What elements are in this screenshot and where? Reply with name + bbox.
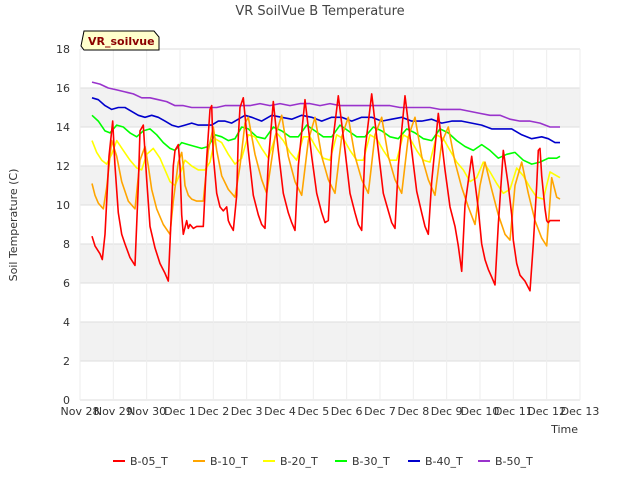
x-tick-label: Nov 30 — [127, 405, 166, 418]
plot-band — [80, 283, 580, 322]
y-tick-label: 8 — [63, 238, 70, 251]
series-line-b-05-t — [91, 93, 560, 292]
plot-background — [80, 49, 580, 400]
legend-label: B-20_T — [280, 455, 318, 468]
x-tick-label: Dec 9 — [431, 405, 463, 418]
x-tick-label: Dec 3 — [231, 405, 263, 418]
series-lines — [91, 81, 561, 292]
y-tick-label: 18 — [56, 43, 70, 56]
y-tick-label: 2 — [63, 355, 70, 368]
x-tick-label: Dec 1 — [164, 405, 196, 418]
station-badge-label: VR_soilvue — [88, 35, 155, 48]
x-gridlines — [79, 49, 581, 400]
x-tick-label: Dec 13 — [561, 405, 600, 418]
legend-label: B-30_T — [352, 455, 390, 468]
station-badge: VR_soilvue — [80, 30, 160, 51]
x-tick-label: Dec 7 — [364, 405, 396, 418]
y-tick-label: 12 — [56, 160, 70, 173]
legend-label: B-10_T — [210, 455, 248, 468]
y-tick-labels: 0 2 4 6 8 10 12 14 16 18 — [56, 43, 70, 407]
x-tick-label: Dec 10 — [461, 405, 500, 418]
series-line-b-30-t — [91, 114, 561, 165]
legend: B-05_T B-10_T B-20_T B-30_T B-40_T B-50_T — [113, 455, 533, 468]
y-tick-label: 16 — [56, 82, 70, 95]
plot-band — [80, 88, 580, 127]
x-tick-label: Dec 11 — [494, 405, 533, 418]
x-tick-label: Dec 8 — [397, 405, 429, 418]
x-tick-label: Dec 5 — [297, 405, 329, 418]
y-tick-label: 6 — [63, 277, 70, 290]
y-tick-label: 14 — [56, 121, 70, 134]
x-tick-label: Dec 4 — [264, 405, 296, 418]
plot-band — [80, 361, 580, 400]
y-tick-label: 0 — [63, 394, 70, 407]
y-axis-title: Soil Temperature (C) — [7, 169, 20, 282]
legend-label: B-05_T — [130, 455, 168, 468]
legend-label: B-40_T — [425, 455, 463, 468]
x-tick-label: Nov 28 — [61, 405, 100, 418]
series-line-b-50-t — [91, 81, 560, 128]
series-line-b-40-t — [91, 97, 560, 144]
plot-band — [80, 322, 580, 361]
plot-band — [80, 49, 580, 88]
x-tick-label: Dec 2 — [197, 405, 229, 418]
x-tick-label: Dec 6 — [331, 405, 363, 418]
legend-label: B-50_T — [495, 455, 533, 468]
series-line-b-10-t — [91, 114, 561, 247]
x-tick-label: Dec 12 — [527, 405, 566, 418]
x-tick-label: Nov 29 — [94, 405, 133, 418]
chart-title: VR SoilVue B Temperature — [235, 4, 404, 19]
y-tick-label: 4 — [63, 316, 70, 329]
plot-band — [80, 205, 580, 244]
station-badge-box — [80, 30, 160, 51]
series-line-b-20-t — [91, 132, 561, 200]
y-tick-label: 10 — [56, 199, 70, 212]
x-axis-title: Time — [550, 423, 578, 436]
